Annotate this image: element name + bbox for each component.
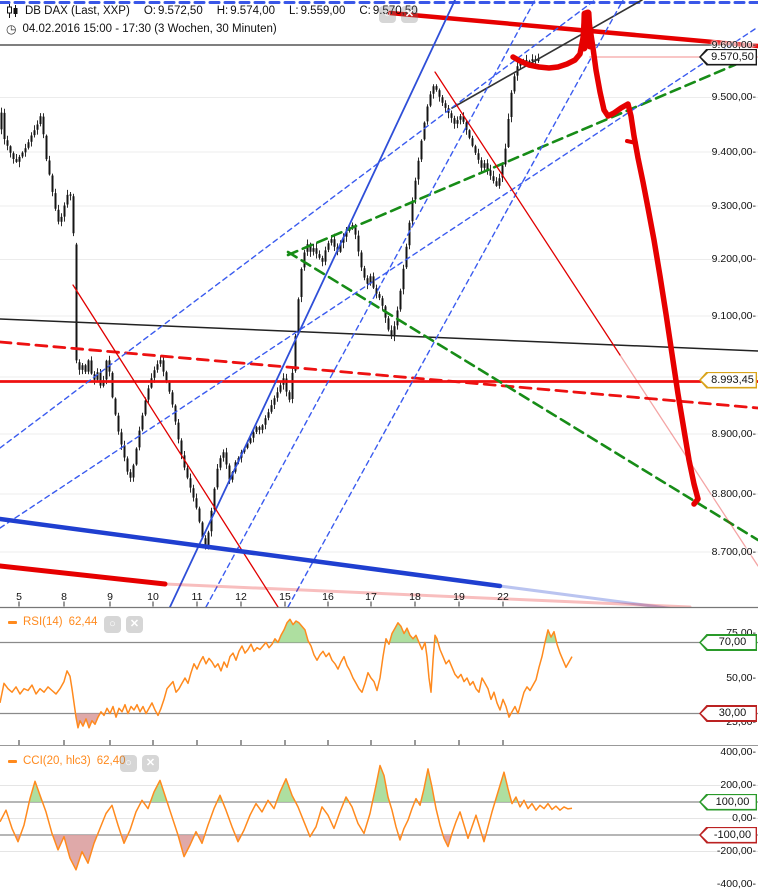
cci-axis-label: 0,00- [732, 812, 756, 824]
candlestick-icon [7, 4, 18, 18]
cci-title: CCI(20, hlc3) [23, 755, 91, 767]
black-uptrend-line[interactable] [451, 0, 643, 109]
main-settings-button[interactable]: ○ [379, 6, 396, 23]
cci-axis-label: 200,00- [720, 779, 756, 791]
thick-blue-downtrend[interactable] [0, 516, 503, 589]
cci-oversold-tag: -100,00 [699, 826, 757, 844]
date-axis-label: 10 [147, 591, 159, 603]
price-axis-label: 9.200,00- [711, 253, 756, 265]
date-axis-label: 8 [61, 591, 67, 603]
candle-wicks [1, 53, 539, 550]
upper-red-resistance[interactable] [387, 10, 758, 49]
price-axis-label: 8.800,00- [711, 487, 756, 500]
thick-blue-downtrend-ray[interactable] [498, 584, 758, 620]
rsi-title: RSI(14) [23, 616, 63, 628]
thick-red-downtrend-bottom-ray[interactable] [163, 582, 692, 608]
price-axis-label: 9.600,00- [711, 38, 756, 51]
date-axis-label: 22 [497, 591, 509, 603]
last-price-tag: 9.570,50 [699, 48, 757, 66]
ohlc-open: O: 9.572,50 [143, 5, 203, 17]
cci-header: CCI(20, hlc3) 62,40 [8, 755, 126, 767]
projection-tick [625, 139, 638, 145]
cci-axis-label: -400,00- [716, 878, 756, 890]
price-axis-label: 8.700,00- [711, 545, 756, 558]
blue-dashed-shallow-upper[interactable] [0, 0, 596, 449]
date-axis-label: 11 [191, 591, 203, 603]
instrument-title: DB DAX (Last, XXP) [25, 5, 130, 17]
cci-settings-button[interactable]: ○ [120, 755, 137, 772]
blue-dashed-steep-left[interactable] [205, 0, 536, 608]
date-axis-label: 19 [453, 591, 465, 603]
instrument-header: DB DAX (Last, XXP) O: 9.572,50 H: 9.574,00… [6, 4, 418, 18]
date-axis-label: 12 [235, 591, 247, 603]
date-axis-label: 17 [365, 591, 377, 603]
cci-axis-label: 400,00- [720, 746, 756, 758]
blue-dashed-steep-right[interactable] [287, 0, 624, 608]
marked-level-tag: 8.993,45 [699, 371, 757, 389]
overbought-fill [29, 765, 525, 802]
price-axis-label: 8.900,00- [711, 427, 756, 440]
oversold-fill [14, 835, 486, 870]
date-axis-label: 9 [107, 591, 113, 603]
cci-overbought-tag: 100,00 [699, 793, 757, 811]
overbought-fill [265, 619, 557, 643]
rsi-value: 62,44 [68, 616, 98, 628]
date-axis-label: 16 [322, 591, 334, 603]
main-close-button[interactable]: ✕ [401, 6, 418, 23]
green-dashed-uptrend[interactable] [286, 53, 758, 257]
rsi-oversold-tag: 30,00 [699, 705, 757, 722]
ohlc-high: H: 9.574,00 [216, 5, 275, 17]
blue-solid-uptrend[interactable] [169, 0, 456, 608]
main-price-pane[interactable] [0, 0, 758, 620]
cci-axis-label: -200,00- [716, 845, 756, 857]
black-horizontal-trendline[interactable] [0, 318, 758, 352]
period-header: ◷ 04.02.2016 15:00 - 17:30 (3 Wochen, 30… [6, 22, 277, 36]
clock-icon: ◷ [6, 22, 17, 36]
date-axis-label: 15 [279, 591, 291, 603]
rsi-settings-button[interactable]: ○ [104, 616, 121, 633]
candle-bodies [0, 58, 540, 548]
CCI(20, hlc3)-line [0, 764, 573, 871]
price-axis-label: 9.300,00- [711, 199, 756, 212]
ohlc-close: C: 9.570,50 [359, 5, 418, 17]
rsi-axis-label: 50,00- [726, 671, 756, 684]
price-axis-label: 9.500,00- [711, 91, 756, 103]
rsi-overbought-tag: 70,00 [699, 634, 757, 651]
green-dashed-downtrend[interactable] [286, 250, 758, 542]
rsi-close-button[interactable]: ✕ [126, 616, 143, 633]
period-label: 04.02.2016 15:00 - 17:30 (3 Wochen, 30 M… [22, 23, 277, 35]
cci-series-icon [8, 759, 17, 763]
ohlc-low: L: 9.559,00 [288, 5, 346, 17]
thick-red-downtrend-bottom[interactable] [0, 563, 168, 587]
price-axis-label: 9.100,00- [711, 309, 756, 322]
cci-value: 62,40 [96, 755, 126, 767]
rsi-pane[interactable] [0, 608, 758, 745]
RSI(14)-line [0, 618, 573, 729]
thin-red-downtrend-right[interactable] [434, 71, 621, 356]
rsi-series-icon [8, 620, 17, 624]
cci-close-button[interactable]: ✕ [142, 755, 159, 772]
cci-pane[interactable] [0, 746, 758, 892]
red-dashed-trendline[interactable] [0, 340, 758, 410]
date-axis-label: 5 [16, 591, 22, 603]
rsi-header: RSI(14) 62,44 [8, 616, 97, 628]
price-axis-label: 9.400,00- [711, 145, 756, 158]
projection-spike[interactable] [580, 9, 594, 52]
date-axis-label: 18 [409, 591, 421, 603]
hand-drawn-projection[interactable] [510, 10, 701, 507]
